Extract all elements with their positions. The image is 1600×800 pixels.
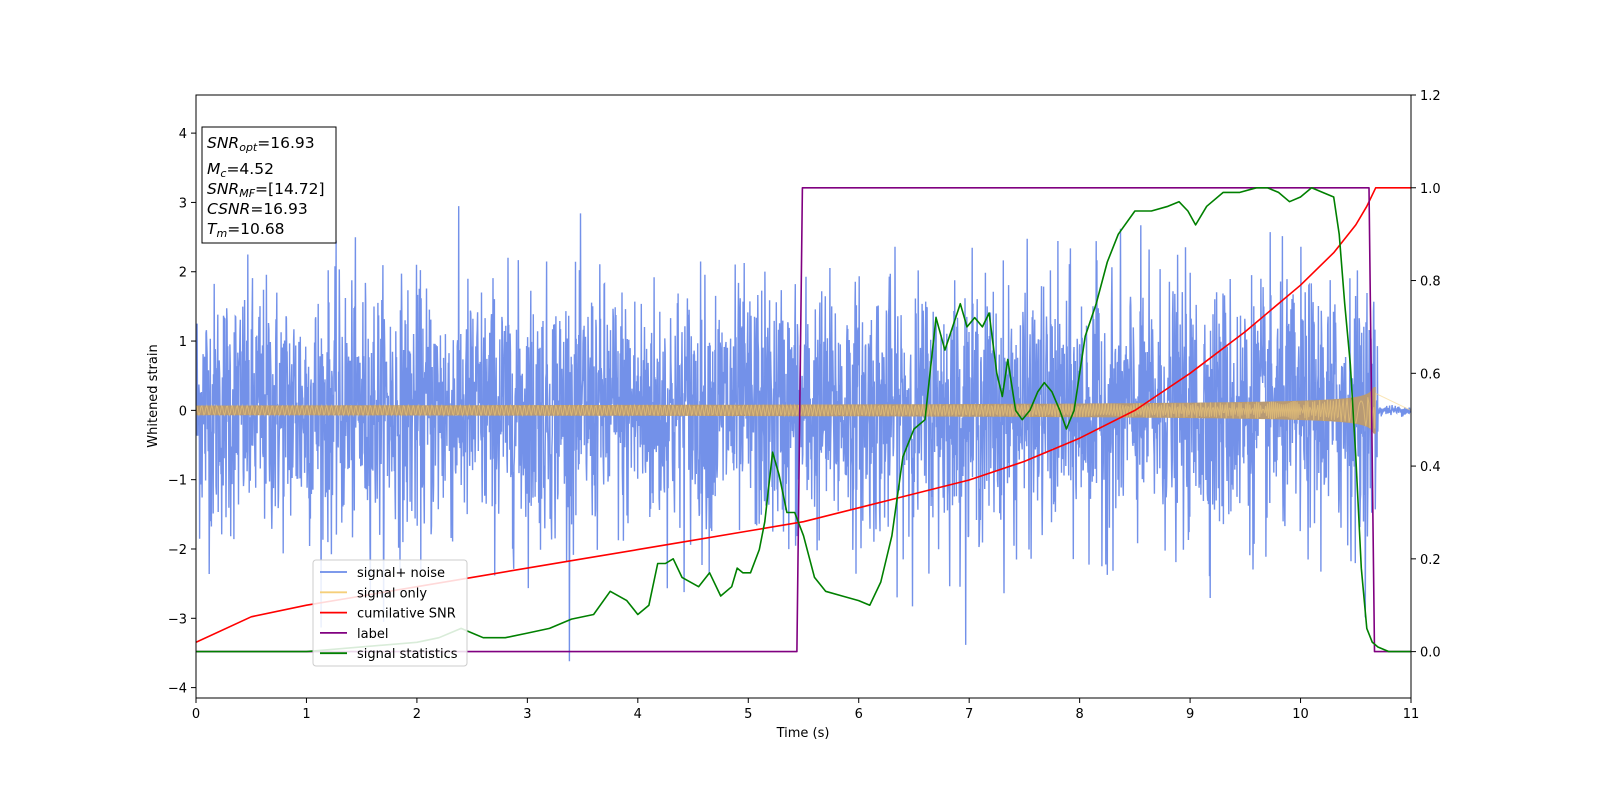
annotation-symbol: SNR	[207, 134, 239, 152]
annotation-line: SNRopt=16.93	[207, 134, 315, 154]
y-left-tick-label: 2	[179, 266, 187, 281]
x-axis-label: Time (s)	[776, 726, 830, 741]
x-tick-label: 11	[1403, 707, 1420, 722]
annotation-subscript: m	[216, 227, 227, 240]
x-tick-label: 4	[634, 707, 642, 722]
annotation-box: SNRopt=16.93Mc=4.52SNRMF=[14.72]CSNR=16.…	[201, 126, 337, 244]
annotation-subscript: c	[220, 167, 226, 180]
y-left-tick-label: −1	[168, 474, 187, 489]
annotation-symbol: M	[207, 160, 220, 178]
annotation-line: Mc=4.52	[207, 160, 274, 180]
y-left-tick-label: 3	[179, 196, 187, 211]
annotation-subscript: MF	[239, 187, 255, 200]
annotation-symbol: CSNR	[207, 200, 250, 218]
x-tick-label: 2	[413, 707, 421, 722]
x-tick-label: 1	[302, 707, 310, 722]
y-left-tick-label: −2	[168, 543, 187, 558]
annotation-value: =16.93	[250, 200, 307, 218]
legend-label: cumilative SNR	[357, 607, 456, 622]
annotation-frame	[201, 126, 337, 244]
annotation-line: Tm=10.68	[207, 220, 285, 240]
series-signal-only-line	[196, 391, 1411, 430]
x-tick-label: 5	[744, 707, 752, 722]
series-label-line	[196, 187, 1411, 653]
y-left-tick-label: 1	[179, 335, 187, 350]
y-right-tick-label: 1.2	[1420, 89, 1441, 104]
x-tick-label: 10	[1292, 707, 1309, 722]
annotation-value: =[14.72]	[255, 180, 324, 198]
y-left-tick-label: −3	[168, 612, 187, 627]
x-tick-label: 7	[965, 707, 973, 722]
annotation-line: CSNR=16.93	[207, 200, 308, 218]
y-axis-label: Whitened strain	[146, 344, 161, 447]
y-right-tick-label: 0.2	[1420, 553, 1441, 568]
y-left-tick-label: 4	[179, 127, 187, 142]
y-right-tick-label: 0.8	[1420, 275, 1441, 290]
annotation-subscript: opt	[239, 141, 258, 154]
x-axis: 0 1 2 3 4 5 6 7 8 9 10 11	[192, 698, 1419, 722]
legend-frame	[312, 559, 468, 667]
y-right-tick-label: 0.6	[1420, 367, 1441, 382]
y-right-tick-label: 0.4	[1420, 460, 1441, 475]
y-left-tick-label: −4	[168, 682, 187, 697]
x-tick-label: 0	[192, 707, 200, 722]
series-signal-statistics-line	[196, 187, 1411, 653]
annotation-value: =4.52	[226, 160, 274, 178]
y-axis-right: 0.0 0.2 0.4 0.6 0.8 1.0 1.2	[1411, 89, 1441, 661]
x-tick-label: 6	[855, 707, 863, 722]
plot-frame	[195, 94, 1412, 699]
x-tick-label: 9	[1186, 707, 1194, 722]
y-right-tick-label: 0.0	[1420, 646, 1441, 661]
annotation-symbol: SNR	[207, 180, 239, 198]
annotation-value: =10.68	[227, 220, 284, 238]
annotation-value: =16.93	[257, 134, 314, 152]
x-tick-label: 3	[523, 707, 531, 722]
legend-label: signal statistics	[357, 647, 458, 662]
annotation-line: SNRMF=[14.72]	[207, 180, 325, 200]
x-tick-label: 8	[1075, 707, 1083, 722]
y-left-tick-label: 0	[179, 404, 187, 419]
legend-label: signal+ noise	[357, 566, 445, 581]
y-axis-left: −4 −3 −2 −1 0 1 2 3 4	[168, 127, 196, 697]
y-right-tick-label: 1.0	[1420, 182, 1441, 197]
legend: signal+ noise signal only cumilative SNR la…	[312, 559, 468, 667]
series-signal-noise-line	[196, 206, 1411, 662]
legend-label: signal only	[357, 586, 427, 601]
legend-label: label	[357, 627, 388, 642]
annotation-symbol: T	[207, 220, 218, 238]
